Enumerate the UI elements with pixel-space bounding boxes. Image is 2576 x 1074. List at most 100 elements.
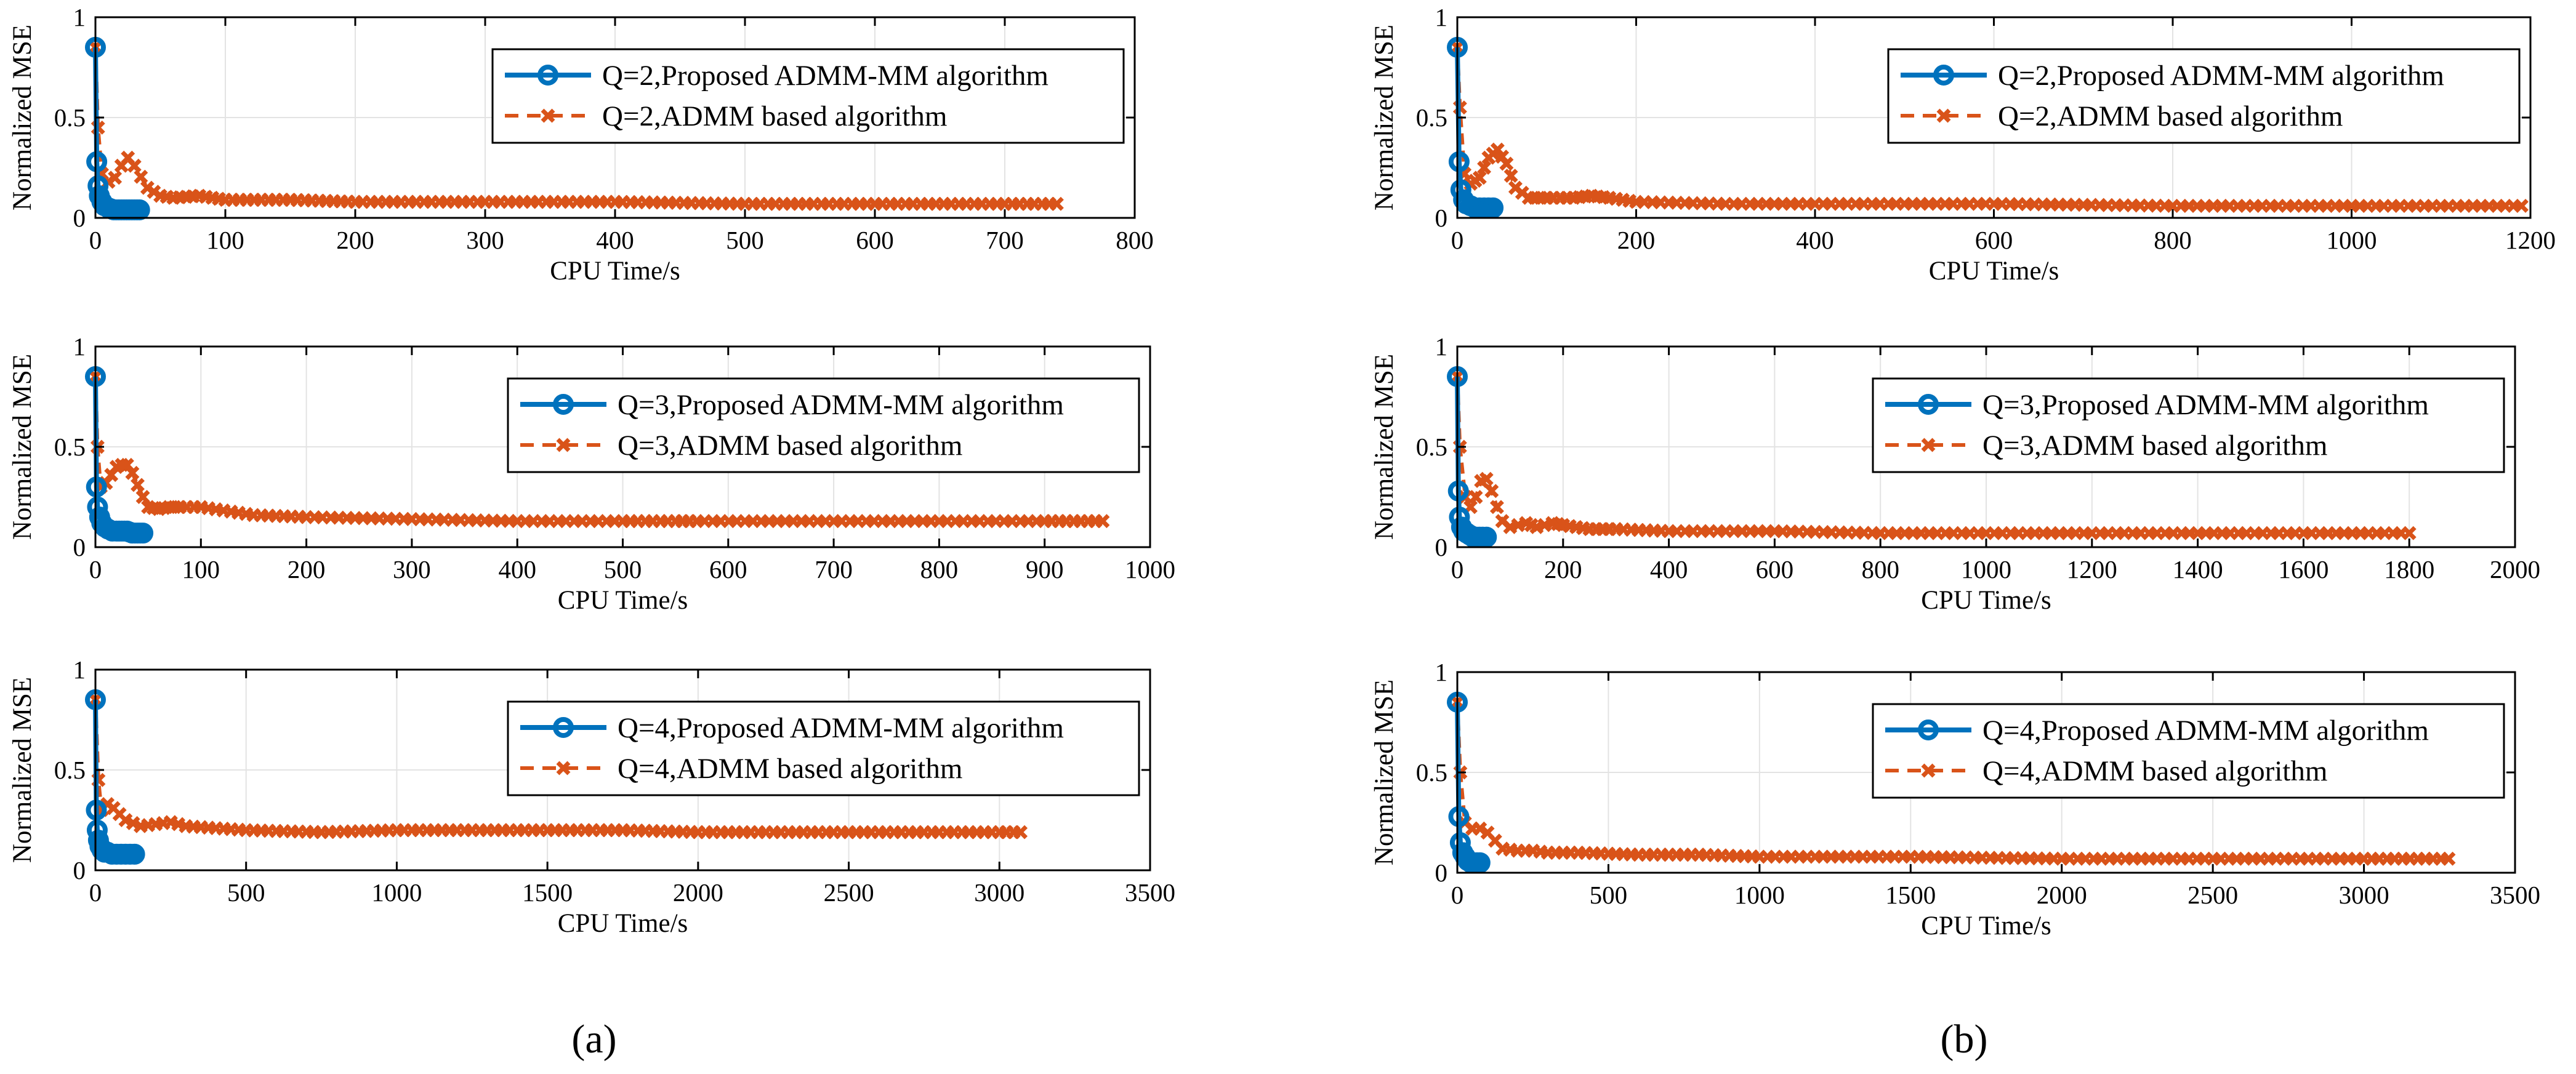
legend-label-proposed: Q=4,Proposed ADMM-MM algorithm xyxy=(1982,715,2429,747)
subplot-1: 0 100 200 300 400 500 600 700 800 0 0.5 1 CPU Time/s… xyxy=(8,3,1154,286)
legend: Q=4,Proposed ADMM-MM algorithm Q=4,ADMM b… xyxy=(1872,703,2505,799)
proposed-marker xyxy=(1448,806,1470,827)
x-tick-label: 0 xyxy=(1451,881,1464,909)
x-tick-label: 600 xyxy=(709,555,747,583)
proposed-marker xyxy=(132,523,154,544)
x-tick-label: 2000 xyxy=(2037,881,2087,909)
series-admm xyxy=(88,692,1028,840)
x-axis-label: CPU Time/s xyxy=(558,909,688,938)
x-tick-label: 600 xyxy=(1975,226,2013,254)
y-tick-label: 0.5 xyxy=(54,103,86,132)
y-tick-label: 0.5 xyxy=(54,433,86,461)
proposed-marker xyxy=(86,151,108,172)
series-admm xyxy=(88,369,1110,529)
x-tick-label: 1800 xyxy=(2384,555,2434,583)
y-tick-label: 0 xyxy=(1435,859,1448,887)
legend-box xyxy=(507,377,1140,473)
y-tick-label: 0.5 xyxy=(1416,103,1447,132)
x-axis-label: CPU Time/s xyxy=(558,586,688,615)
legend-label-admm: Q=3,ADMM based algorithm xyxy=(618,430,962,462)
legend: Q=2,Proposed ADMM-MM algorithm Q=2,ADMM b… xyxy=(491,48,1125,144)
series-admm xyxy=(1450,695,2456,866)
y-tick-label: 0 xyxy=(73,204,86,232)
admm-marker xyxy=(1095,514,1110,529)
y-axis-label: Normalized MSE xyxy=(1370,679,1399,865)
x-tick-label: 1600 xyxy=(2278,555,2328,583)
admm-marker xyxy=(1489,500,1504,515)
x-tick-label: 0 xyxy=(1451,555,1464,583)
legend-label-proposed: Q=4,Proposed ADMM-MM algorithm xyxy=(618,712,1064,744)
subplot-4: 0 200 400 600 800 1000 1200 1400 1600 1800 2000 0 0.… xyxy=(1370,332,2540,615)
legend-label-admm: Q=3,ADMM based algorithm xyxy=(1982,430,2327,462)
x-tick-label: 2000 xyxy=(673,878,723,907)
subplot-3: 0 100 200 300 400 500 600 700 800 900 1000 0 0.5 1 CPU… xyxy=(8,332,1175,615)
admm-marker xyxy=(1013,825,1028,840)
y-tick-label: 0.5 xyxy=(1416,758,1447,787)
admm-marker xyxy=(1468,490,1483,504)
admm-marker xyxy=(1472,170,1487,185)
y-axis-label: Normalized MSE xyxy=(8,354,37,540)
x-tick-label: 1200 xyxy=(2505,226,2556,254)
proposed-marker xyxy=(553,394,574,415)
legend-label-admm: Q=2,ADMM based algorithm xyxy=(1998,100,2343,132)
x-tick-label: 400 xyxy=(596,226,634,254)
legend-label-proposed: Q=2,Proposed ADMM-MM algorithm xyxy=(602,60,1049,92)
x-axis-label: CPU Time/s xyxy=(1921,586,2051,615)
x-axis-label: CPU Time/s xyxy=(550,257,680,286)
legend-box xyxy=(1887,48,2521,144)
proposed-marker xyxy=(1447,480,1469,502)
x-tick-label: 0 xyxy=(89,878,102,907)
legend-box xyxy=(507,700,1140,796)
x-tick-label: 200 xyxy=(1617,226,1656,254)
proposed-marker xyxy=(537,65,558,86)
x-tick-label: 300 xyxy=(393,555,431,583)
x-tick-label: 500 xyxy=(604,555,642,583)
proposed-marker xyxy=(124,843,145,865)
proposed-marker xyxy=(1483,197,1504,218)
x-tick-label: 200 xyxy=(288,555,326,583)
x-tick-label: 1500 xyxy=(1885,881,1936,909)
legend-box xyxy=(1872,703,2505,799)
x-tick-label: 800 xyxy=(920,555,959,583)
x-tick-label: 1000 xyxy=(1961,555,2011,583)
admm-marker xyxy=(2441,851,2456,866)
subplot-5: 0 500 1000 1500 2000 2500 3000 3500 0 0.5 1 CPU Tim… xyxy=(8,655,1175,938)
x-tick-label: 1000 xyxy=(1125,555,1175,583)
admm-marker xyxy=(1921,763,1936,778)
x-tick-label: 400 xyxy=(498,555,536,583)
legend: Q=2,Proposed ADMM-MM algorithm Q=2,ADMM b… xyxy=(1887,48,2521,144)
y-axis-label: Normalized MSE xyxy=(8,25,37,210)
y-tick-label: 1 xyxy=(73,332,86,361)
x-tick-label: 500 xyxy=(1590,881,1628,909)
y-tick-label: 0 xyxy=(73,856,86,884)
x-axis-label: CPU Time/s xyxy=(1921,912,2051,940)
admm-marker xyxy=(131,478,145,492)
y-axis-label: Normalized MSE xyxy=(1370,25,1399,210)
x-tick-label: 900 xyxy=(1026,555,1064,583)
y-tick-label: 1 xyxy=(73,3,86,31)
admm-marker xyxy=(2402,526,2417,540)
proposed-marker xyxy=(1469,852,1491,873)
x-tick-label: 400 xyxy=(1796,226,1834,254)
legend-label-proposed: Q=2,Proposed ADMM-MM algorithm xyxy=(1998,60,2444,92)
x-tick-label: 2000 xyxy=(2490,555,2540,583)
legend-label-proposed: Q=3,Proposed ADMM-MM algorithm xyxy=(1982,389,2429,421)
proposed-marker xyxy=(1476,526,1497,548)
x-tick-label: 700 xyxy=(986,226,1024,254)
series-proposed xyxy=(85,36,150,220)
y-tick-label: 1 xyxy=(1435,3,1448,31)
subplot-2: 0 200 400 600 800 1000 1200 0 0.5 1 CPU Time/s Norm… xyxy=(1370,3,2556,286)
y-tick-label: 0 xyxy=(1435,204,1448,232)
admm-marker xyxy=(1503,169,1518,183)
x-tick-label: 0 xyxy=(89,226,102,254)
admm-marker xyxy=(556,438,571,452)
x-tick-label: 300 xyxy=(466,226,504,254)
x-tick-label: 100 xyxy=(182,555,220,583)
series-admm xyxy=(1450,369,2417,540)
panel-label-b: (b) xyxy=(1941,1017,1988,1062)
proposed-marker xyxy=(1918,394,1939,415)
proposed-marker xyxy=(1448,151,1470,172)
x-tick-label: 2500 xyxy=(2188,881,2238,909)
legend-label-admm: Q=4,ADMM based algorithm xyxy=(1982,755,2327,787)
